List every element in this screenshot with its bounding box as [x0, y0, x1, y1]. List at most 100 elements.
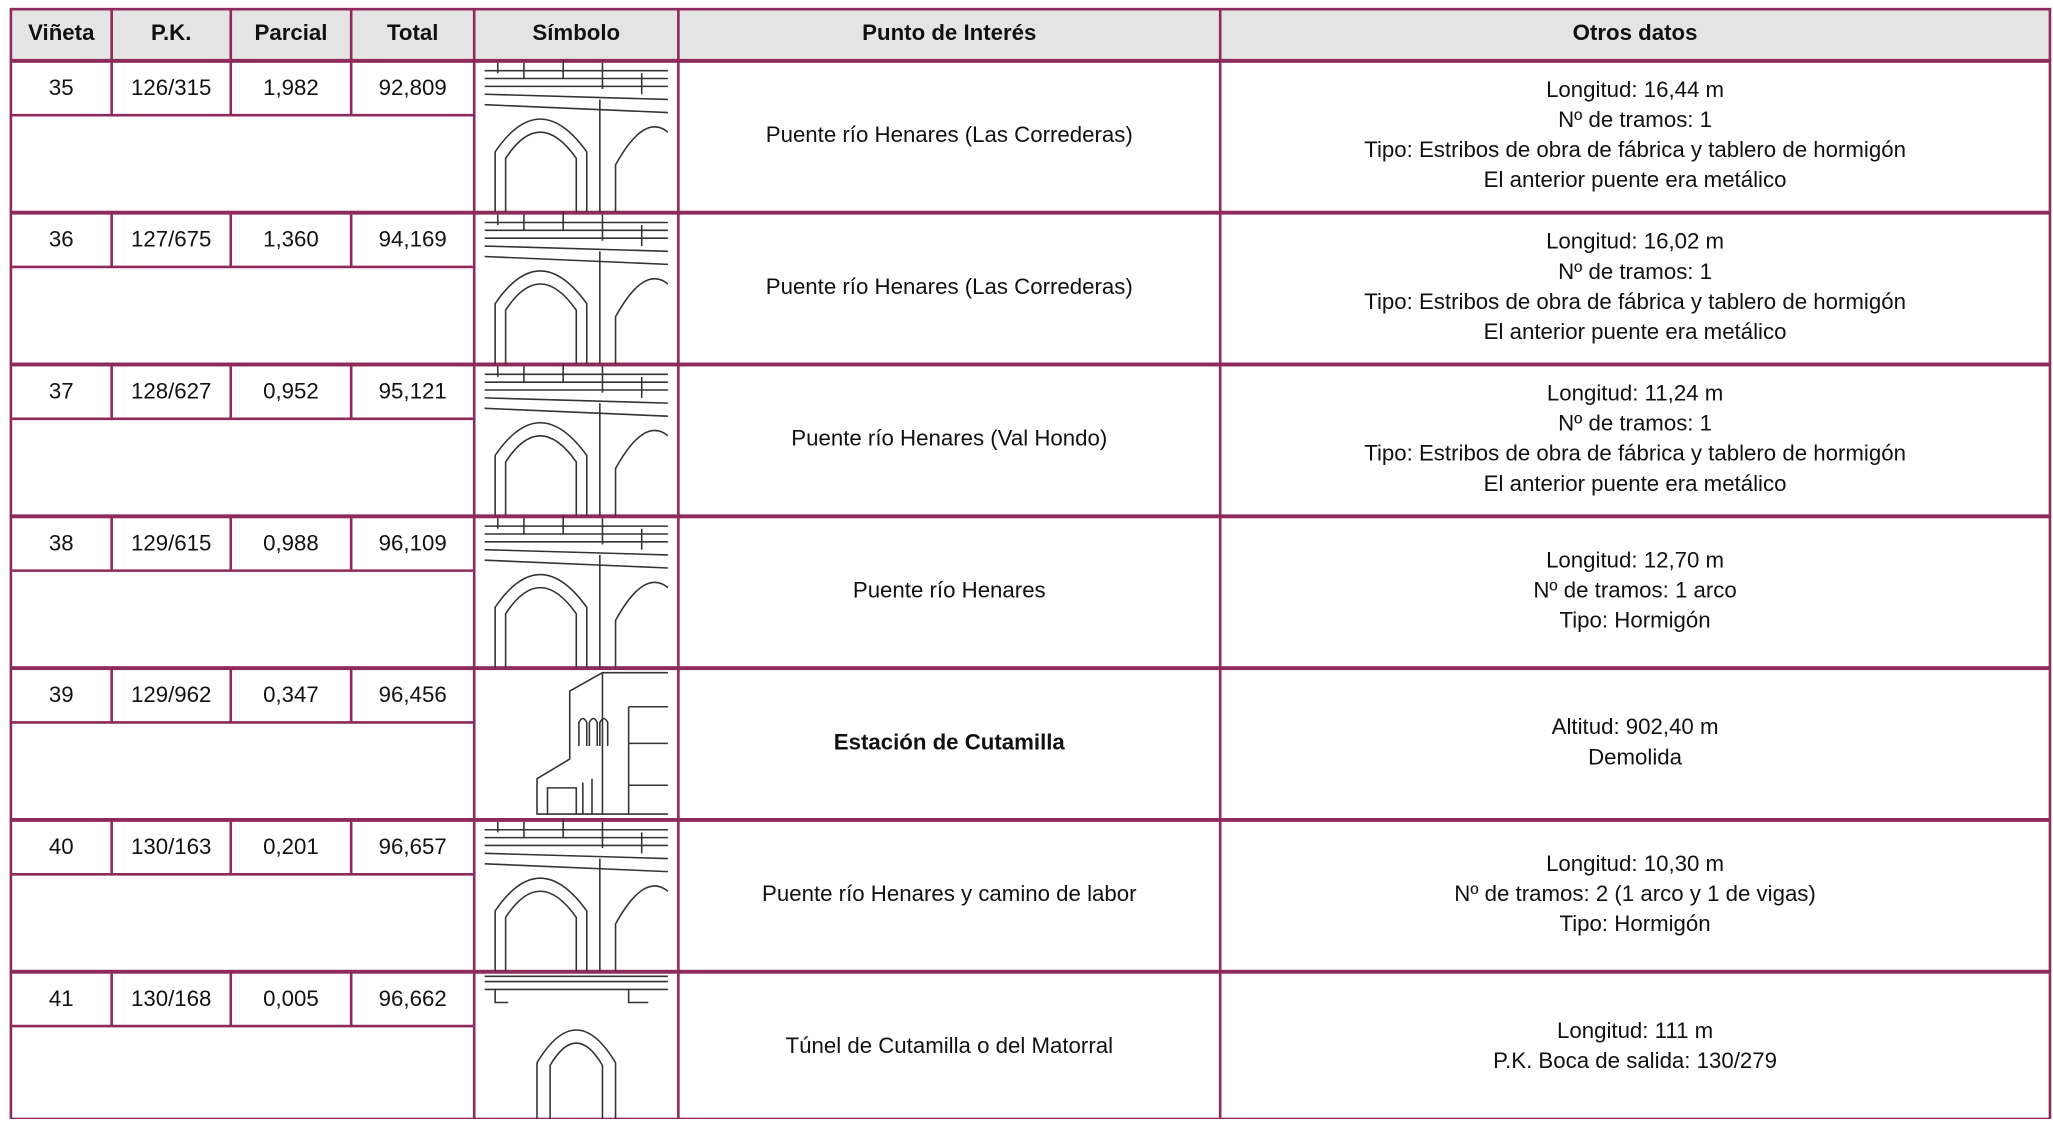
- other-data: Tipo: Hormigón: [1559, 911, 1710, 936]
- cell-parcial: 0,005: [263, 986, 319, 1011]
- cell-vineta: 39: [49, 682, 74, 707]
- header-cell: Símbolo: [532, 20, 620, 45]
- row: 37 128/627 0,952 95,121 Puente río Henares (…: [9, 363, 2052, 517]
- cell-pk: 129/962: [131, 682, 211, 707]
- cell-vineta: 41: [49, 986, 74, 1011]
- icon-line: [484, 245, 668, 253]
- icon-line: [484, 93, 668, 101]
- icon-line: [484, 852, 668, 860]
- cell-total: 96,662: [379, 986, 447, 1011]
- other-data: Nº de tramos: 1 arco: [1533, 577, 1736, 602]
- icon-line: [484, 255, 668, 266]
- cell-pk: 129/615: [131, 530, 211, 555]
- icon-line: [484, 559, 668, 569]
- other-data: El anterior puente era metálico: [1484, 319, 1787, 344]
- header-cell: Otros datos: [1573, 20, 1698, 45]
- cell-parcial: 1,360: [263, 227, 319, 252]
- other-data: Altitud: 902,40 m: [1552, 714, 1719, 739]
- icon-arch: [504, 283, 578, 364]
- icon-window: [578, 717, 588, 746]
- cell-parcial: 0,201: [263, 834, 319, 859]
- icon-arch: [494, 118, 588, 213]
- cell-pk: 126/315: [131, 75, 211, 100]
- cell-pk: 130/168: [131, 986, 211, 1011]
- icon-arch: [494, 270, 588, 364]
- icon-tunnel: [549, 1042, 604, 1123]
- row: 35 126/315 1,982 92,809 Puente río Henares (…: [9, 60, 2052, 214]
- header-cell: Parcial: [255, 20, 328, 45]
- cell-pk: 128/627: [131, 379, 211, 404]
- cell-total: 94,169: [379, 227, 447, 252]
- header-cell: Punto de Interés: [862, 20, 1036, 45]
- other-data: Longitud: 16,44 m: [1546, 77, 1724, 102]
- icon-arch: [614, 429, 669, 516]
- cell-vineta: 37: [49, 379, 74, 404]
- icon-line: [484, 407, 668, 417]
- icon-arch: [614, 581, 669, 668]
- icon-arch: [494, 421, 588, 516]
- other-data: Longitud: 16,02 m: [1546, 229, 1724, 254]
- icon-arch: [504, 890, 578, 972]
- cell-parcial: 0,347: [263, 682, 319, 707]
- row: 39 129/962 0,347 96,456 Estación de Cutamill…: [9, 667, 2052, 821]
- other-data: Demolida: [1588, 744, 1683, 769]
- icon-arch: [614, 126, 669, 213]
- header-cell: P.K.: [151, 20, 191, 45]
- other-data: P.K. Boca de salida: 130/279: [1493, 1048, 1777, 1073]
- cell-vineta: 38: [49, 530, 74, 555]
- other-data: Tipo: Estribos de obra de fábrica y tabl…: [1364, 137, 1906, 162]
- icon-tunnel: [536, 1029, 617, 1123]
- other-data: Nº de tramos: 1: [1558, 107, 1712, 132]
- icon-arch: [504, 435, 578, 516]
- icon-window: [599, 717, 609, 746]
- icon-line: [484, 863, 668, 873]
- cell-vineta: 36: [49, 227, 74, 252]
- icon-station: [536, 671, 668, 815]
- other-data: Nº de tramos: 1: [1558, 411, 1712, 436]
- other-data: El anterior puente era metálico: [1484, 167, 1787, 192]
- icon-arch: [494, 573, 588, 668]
- other-data: El anterior puente era metálico: [1484, 471, 1787, 496]
- point-of-interest: Puente río Henares (Las Correderas): [766, 274, 1133, 299]
- point-of-interest: Túnel de Cutamilla o del Matorral: [786, 1033, 1113, 1058]
- row: 41 130/168 0,005 96,662 Túnel de Cutamilla o…: [9, 971, 2052, 1123]
- cell-parcial: 0,952: [263, 379, 319, 404]
- cell-pk: 127/675: [131, 227, 211, 252]
- cell-vineta: 40: [49, 834, 74, 859]
- icon-line: [484, 103, 668, 114]
- cell-parcial: 0,988: [263, 530, 319, 555]
- icon-arch: [614, 278, 669, 364]
- other-data: Nº de tramos: 2 (1 arco y 1 de vigas): [1454, 881, 1816, 906]
- cell-total: 92,809: [379, 75, 447, 100]
- icon-arch: [504, 131, 578, 213]
- icon-line: [484, 397, 668, 404]
- cell-total: 95,121: [379, 379, 447, 404]
- cell-total: 96,657: [379, 834, 447, 859]
- icon-line: [484, 548, 668, 556]
- cell-vineta: 35: [49, 75, 74, 100]
- icon-arch: [614, 885, 669, 972]
- icon-window: [588, 717, 599, 746]
- cell-total: 96,456: [379, 682, 447, 707]
- other-data: Longitud: 111 m: [1557, 1018, 1713, 1043]
- other-data: Nº de tramos: 1: [1558, 259, 1712, 284]
- cell-parcial: 1,982: [263, 75, 319, 100]
- icon-corbel: [494, 989, 649, 1004]
- other-data: Tipo: Estribos de obra de fábrica y tabl…: [1364, 441, 1906, 466]
- cell-total: 96,109: [379, 530, 447, 555]
- icon-arch: [494, 877, 588, 972]
- header-cell: Viñeta: [28, 20, 95, 45]
- row: 40 130/163 0,201 96,657 Puente río Henares y…: [9, 819, 2052, 973]
- other-data: Longitud: 12,70 m: [1546, 547, 1724, 572]
- cell-pk: 130/163: [131, 834, 211, 859]
- point-of-interest: Puente río Henares: [853, 577, 1046, 602]
- other-data: Tipo: Hormigón: [1559, 608, 1710, 633]
- row: 38 129/615 0,988 96,109 Puente río Henares Lo…: [9, 515, 2052, 669]
- row: 36 127/675 1,360 94,169 Puente río Henares (…: [9, 212, 2052, 366]
- icon-arch: [504, 587, 578, 668]
- header-cell: Total: [387, 20, 438, 45]
- icon-window: [546, 778, 593, 815]
- point-of-interest: Puente río Henares y camino de labor: [762, 881, 1137, 906]
- point-of-interest: Puente río Henares (Val Hondo): [791, 426, 1107, 451]
